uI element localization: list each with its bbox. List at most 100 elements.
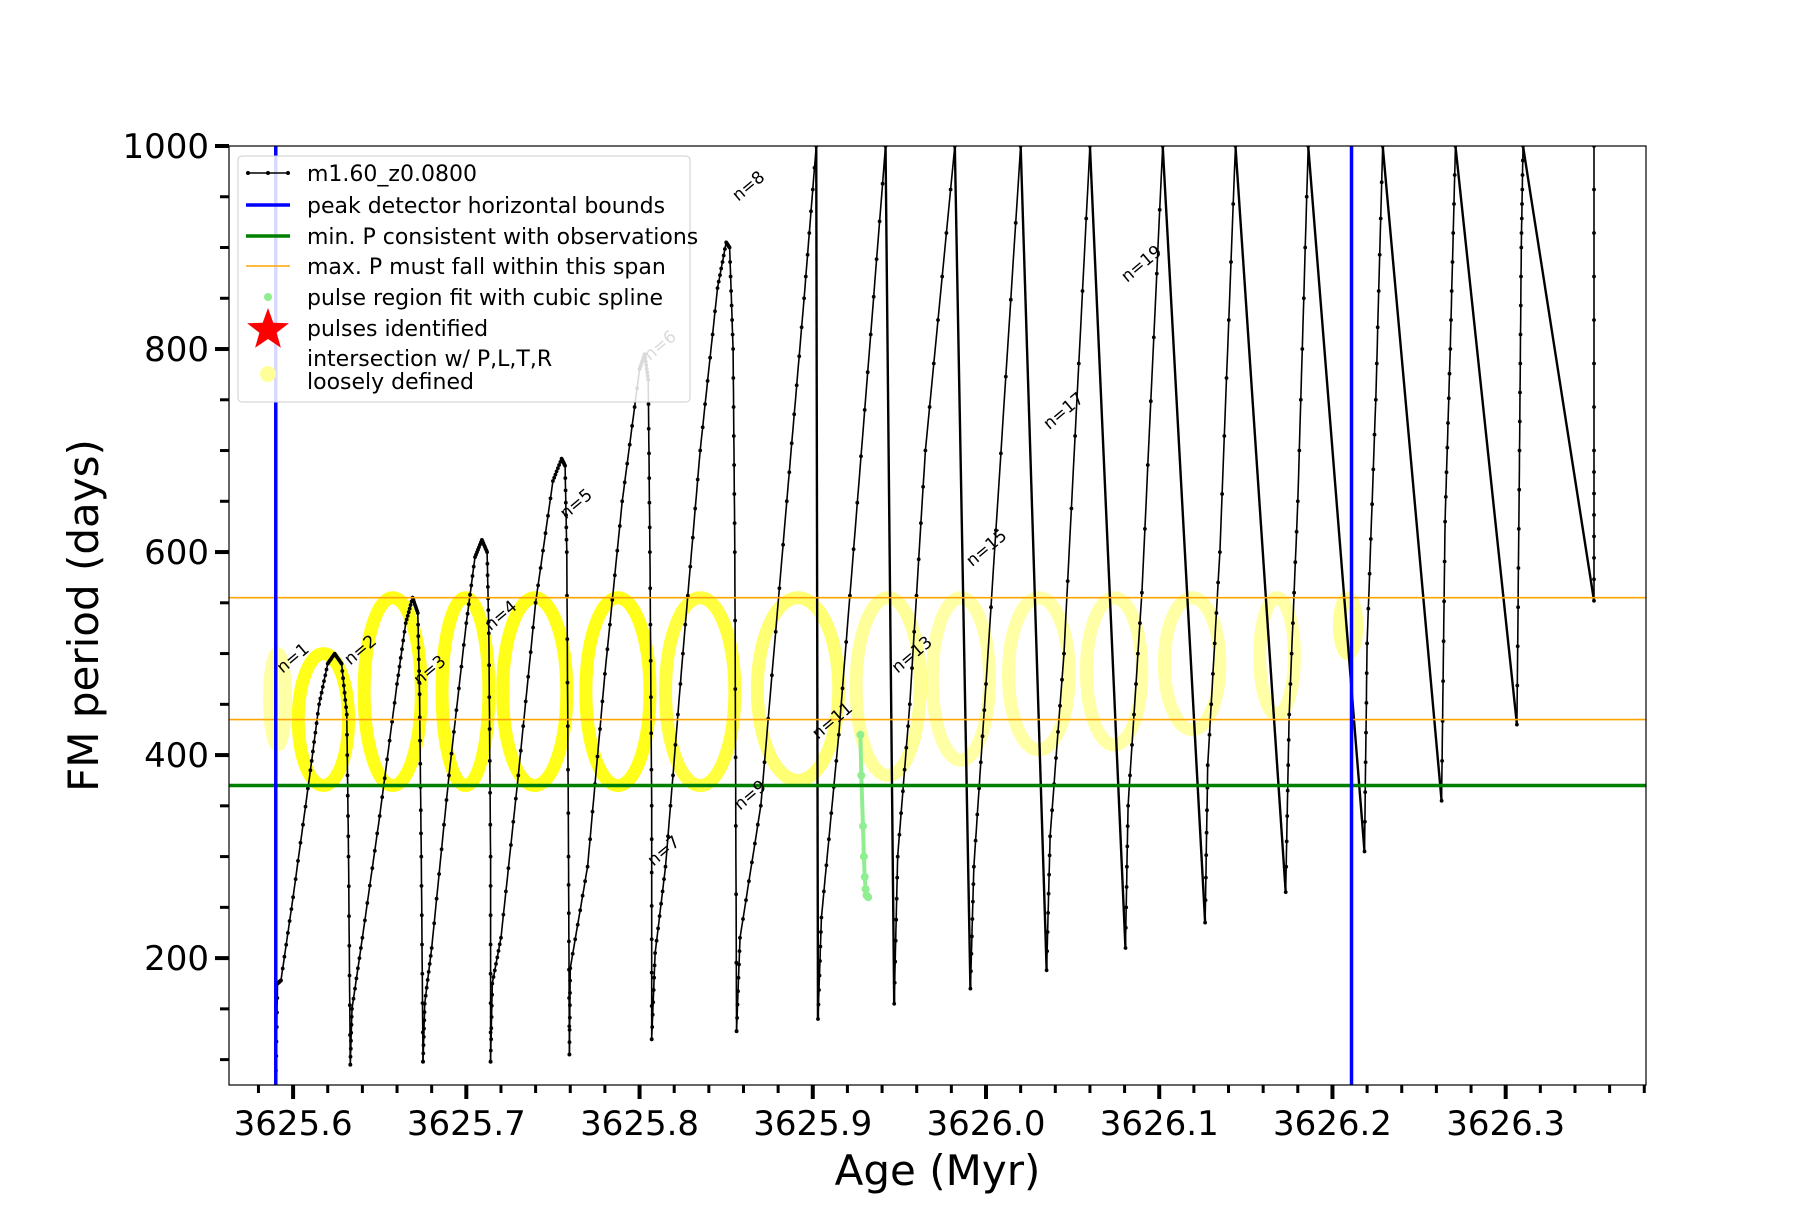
series-point [600,699,605,704]
series-point [554,469,559,474]
series-point [407,606,412,611]
series-point [1519,231,1524,235]
legend-label: m1.60_z0.0800 [307,162,477,187]
series-point [385,757,389,762]
series-point [1143,527,1147,531]
series-point [1294,529,1299,534]
series-point [1218,550,1222,554]
series-point [921,484,925,489]
series-point [387,738,392,743]
series-point [511,819,516,824]
series-point [663,864,668,869]
legend-swatch [264,293,272,301]
series-point [487,759,492,763]
series-point [490,981,495,986]
series-point [970,917,975,921]
series-point [1366,606,1371,611]
series-point [344,712,349,717]
series-point [541,548,545,553]
series-point [1211,672,1215,676]
series-point [396,673,401,678]
series-point [698,448,703,453]
series-point [291,895,295,900]
series-point [497,942,502,947]
series-point [1047,872,1051,877]
series-point [568,991,572,995]
series-point [1231,202,1236,206]
series-point [1295,499,1300,504]
series-point [647,476,652,480]
legend-label: pulse region fit with cubic spline [307,286,663,311]
series-point [1084,216,1089,221]
series-point [610,598,615,602]
series-point [372,848,377,853]
series-point [469,583,474,588]
series-point [442,822,446,827]
series-point [1364,701,1369,705]
series-point [758,803,763,808]
series-point [652,975,656,980]
series-point [1298,397,1303,402]
series-point [406,610,411,615]
x-tick-label: 3626.3 [1446,1104,1565,1144]
series-point [649,904,654,908]
series-point [499,935,503,940]
series-point [348,1046,353,1051]
series-point [488,854,493,859]
series-point [419,913,424,918]
series-point [1376,289,1381,293]
series-point [994,528,998,533]
series-point [395,682,399,686]
series-point [377,814,382,818]
series-point [315,711,320,716]
pulse-label: n=8 [729,167,769,205]
series-point [323,673,328,678]
series-point [805,252,810,257]
series-point [397,664,402,669]
series-point [1517,448,1522,453]
series-point [676,712,680,717]
series-point [489,1037,493,1042]
series-point [319,690,324,695]
series-point [1363,760,1368,765]
series-line [1363,146,1384,852]
series-point [306,786,310,791]
series-point [747,879,751,884]
series-point [417,680,422,685]
spline-point [859,822,868,831]
series-point [792,412,797,417]
series-point [347,943,352,948]
series-point [649,731,654,736]
series-point [1214,611,1219,615]
series-point [1125,864,1129,869]
series-point [516,773,521,778]
series-point [370,866,375,871]
series-descent [1234,146,1287,893]
series-point [1204,853,1209,857]
series-point [914,593,919,598]
series-point [287,919,292,923]
series-point [416,657,421,662]
series-point [874,257,879,261]
series-point [1377,252,1382,257]
series-point [1592,405,1596,409]
series-point [416,622,420,627]
series-point [848,593,852,598]
series-point [289,907,294,911]
series-point [683,622,688,627]
series-point [632,405,637,409]
series-point [424,985,429,990]
series-point [733,618,737,623]
series-point [348,1062,353,1067]
series-point [280,966,285,971]
series-point [1516,605,1520,610]
series-point [485,561,490,566]
series-point [563,488,568,493]
series-point [1054,756,1058,760]
series-point [977,786,981,791]
series-descent [815,146,820,1020]
x-tick-label: 3625.6 [234,1104,353,1144]
series-descent [1088,146,1127,949]
series-point [982,708,987,712]
